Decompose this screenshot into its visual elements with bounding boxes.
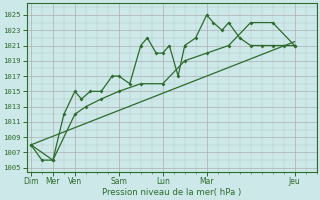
X-axis label: Pression niveau de la mer( hPa ): Pression niveau de la mer( hPa )	[102, 188, 241, 197]
